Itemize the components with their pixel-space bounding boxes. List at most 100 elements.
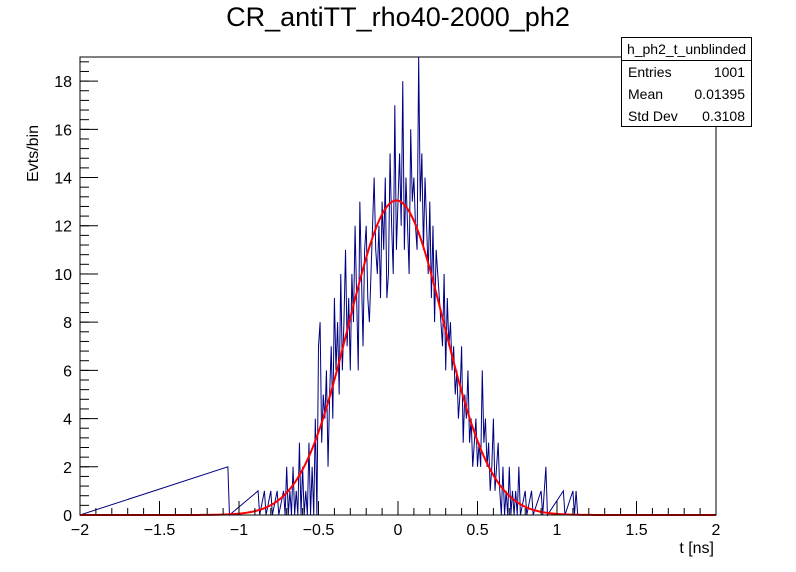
histogram-bin	[376, 250, 378, 515]
histogram-bin	[363, 346, 365, 515]
histogram-bin	[415, 226, 417, 515]
axes-layer: −2 −1.5 −1 −0.5 0 0.5 1 1.5 2 0 2 4 6 8 10 12 14 16 18	[54, 56, 721, 539]
gaussian-fit-curve	[80, 199, 716, 516]
histogram-bin	[455, 394, 457, 515]
histogram-bin	[365, 250, 367, 515]
histogram-bin	[473, 467, 475, 515]
histogram-bin	[438, 274, 440, 515]
histogram-bin	[404, 250, 406, 515]
histogram-bin	[420, 202, 422, 515]
stats-entries-value: 1001	[713, 64, 745, 80]
histogram-bin	[333, 419, 335, 515]
histogram-bin	[417, 250, 419, 515]
y-tick-label: 16	[54, 122, 72, 139]
histogram-bin	[353, 322, 355, 515]
y-tick-label: 0	[63, 508, 72, 525]
y-tick-label: 6	[63, 363, 72, 380]
histogram-bin	[388, 274, 390, 515]
histogram-bin	[458, 419, 460, 515]
histogram-bin	[328, 467, 330, 515]
y-axis-label: Evts/bin	[25, 125, 42, 182]
x-tick-label: 1	[553, 522, 562, 539]
histogram-bin	[490, 491, 492, 515]
histogram-bin	[449, 346, 451, 515]
histogram-bin	[443, 346, 445, 515]
y-tick-label: 8	[63, 315, 72, 332]
histogram-bin	[428, 274, 430, 515]
y-tick-label: 10	[54, 267, 72, 284]
histogram-bin	[358, 370, 360, 515]
histogram-bin	[396, 250, 398, 515]
histogram-bin	[344, 322, 346, 515]
stats-mean-label: Mean	[628, 86, 664, 102]
stats-mean-row: Mean 0.01395	[622, 83, 751, 105]
histogram-bin	[393, 274, 395, 515]
y-tick-label: 2	[63, 460, 72, 477]
x-tick-label: −1.5	[144, 522, 176, 539]
histogram-bin	[466, 419, 468, 515]
x-tick-label: 2	[712, 522, 721, 539]
histogram-bin	[371, 274, 373, 515]
histogram-bin	[336, 370, 338, 515]
histogram-bin	[387, 298, 389, 515]
histogram-bin	[460, 394, 462, 515]
stats-entries-row: Entries 1001	[622, 61, 751, 83]
stats-mean-value: 0.01395	[694, 86, 745, 102]
x-tick-label: 1.5	[625, 522, 647, 539]
histogram-outline	[79, 56, 716, 517]
histogram-bin	[481, 467, 483, 515]
fit-layer	[80, 199, 716, 516]
stats-box: h_ph2_t_unblinded Entries 1001 Mean 0.01…	[621, 37, 752, 127]
histogram-bin	[446, 370, 448, 515]
histogram-bin	[409, 274, 411, 515]
histogram-bin	[412, 202, 414, 515]
y-tick-label: 18	[54, 74, 72, 91]
x-tick-label: −1	[230, 522, 248, 539]
histogram-bin	[377, 274, 379, 515]
histogram-bin	[350, 370, 352, 515]
histogram-bin	[495, 491, 497, 515]
stats-entries-label: Entries	[628, 64, 672, 80]
y-tick-label: 12	[54, 219, 72, 236]
stats-box-name: h_ph2_t_unblinded	[622, 38, 751, 61]
stats-stddev-row: Std Dev 0.3108	[622, 105, 751, 127]
histogram-bin	[436, 250, 438, 515]
histogram-bin	[423, 250, 425, 515]
x-axis-label: t [ns]	[679, 540, 714, 557]
histogram-bin	[487, 467, 489, 515]
histogram-bin	[330, 394, 332, 515]
histogram-bin	[347, 346, 349, 515]
histogram-bin	[398, 202, 400, 515]
histogram-bin	[484, 443, 486, 515]
histogram-bin	[435, 322, 437, 515]
histogram-bin	[452, 370, 454, 515]
histogram-bin	[342, 370, 344, 515]
stats-stddev-value: 0.3108	[702, 108, 745, 124]
x-tick-label: 0	[394, 522, 403, 539]
histogram-bin	[470, 443, 472, 515]
histogram-bin	[369, 322, 371, 515]
x-tick-label: −0.5	[303, 522, 335, 539]
histogram-bin	[474, 443, 476, 515]
x-tick-label: 0.5	[466, 522, 488, 539]
histogram-bin	[325, 419, 327, 515]
histogram-bin	[373, 226, 375, 515]
chart-title: CR_antiTT_rho40-2000_ph2	[226, 2, 570, 32]
histogram-bin	[384, 250, 386, 515]
histogram-layer	[79, 56, 716, 517]
y-tick-label: 14	[54, 171, 72, 188]
histogram-bin	[339, 394, 341, 515]
histogram-bin	[401, 226, 403, 515]
histogram-bin	[322, 443, 324, 515]
stats-stddev-label: Std Dev	[628, 108, 678, 124]
histogram-bin	[497, 467, 499, 515]
histogram-bin	[381, 298, 383, 515]
histogram-bin	[441, 322, 443, 515]
histogram-bin	[368, 298, 370, 515]
histogram-bin	[439, 298, 441, 515]
histogram-bin	[463, 443, 465, 515]
y-tick-label: 4	[63, 412, 72, 429]
x-tick-label: −2	[71, 522, 89, 539]
histogram-bin	[431, 298, 433, 515]
